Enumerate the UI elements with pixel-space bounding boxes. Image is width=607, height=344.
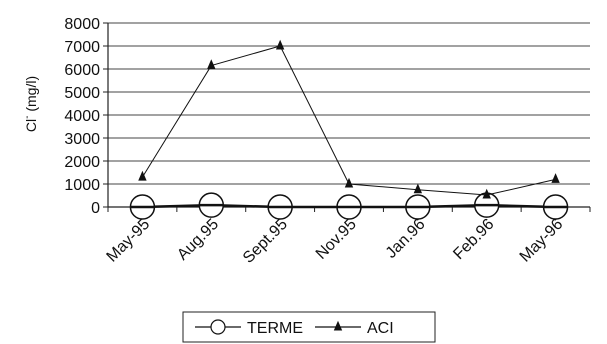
y-tick-label: 3000 (64, 131, 100, 148)
series-aci (138, 39, 560, 199)
legend-label-aci: ACI (367, 320, 394, 337)
x-tick-label: Feb.96 (450, 216, 497, 263)
y-tick-label: 7000 (64, 39, 100, 56)
x-tick-label: Nov.95 (313, 216, 360, 263)
point-aci (344, 177, 354, 188)
y-tick-label: 4000 (64, 108, 100, 125)
point-aci (551, 173, 560, 183)
x-tick-label: Jan.96 (383, 216, 429, 262)
y-axis-label: Cl- (mg/l) (22, 76, 39, 132)
x-tick-label: May-96 (517, 216, 567, 266)
series-line-aci (142, 45, 556, 196)
y-tick-label: 2000 (64, 154, 100, 171)
legend-marker-aci (333, 320, 343, 331)
point-aci (207, 59, 216, 70)
x-tick-label: May-95 (104, 216, 154, 266)
x-tick-labels: May-95 Aug.95 Sept.95 Nov.95 Jan.96 Feb.96 May… (104, 216, 567, 267)
point-aci (275, 39, 285, 50)
grid-lines (103, 22, 590, 208)
point-aci (138, 170, 147, 181)
x-tick-label: Sept.95 (240, 216, 291, 267)
y-tick-label: 0 (91, 200, 100, 217)
y-tick-label: 6000 (64, 62, 100, 79)
y-tick-labels: 0 1000 2000 3000 4000 5000 6000 7000 8000 (64, 16, 100, 217)
point-aci (482, 188, 491, 199)
series-layer (129, 39, 569, 220)
y-tick-label: 1000 (64, 177, 100, 194)
legend: TERME ACI (182, 311, 436, 343)
y-tick-label: 5000 (64, 85, 100, 102)
legend-label-terme: TERME (247, 320, 303, 337)
point-aci (413, 183, 423, 194)
series-terme (129, 192, 569, 220)
legend-marker-terme (210, 319, 226, 335)
y-tick-label: 8000 (64, 16, 100, 33)
x-tick-label: Aug.95 (174, 216, 222, 264)
